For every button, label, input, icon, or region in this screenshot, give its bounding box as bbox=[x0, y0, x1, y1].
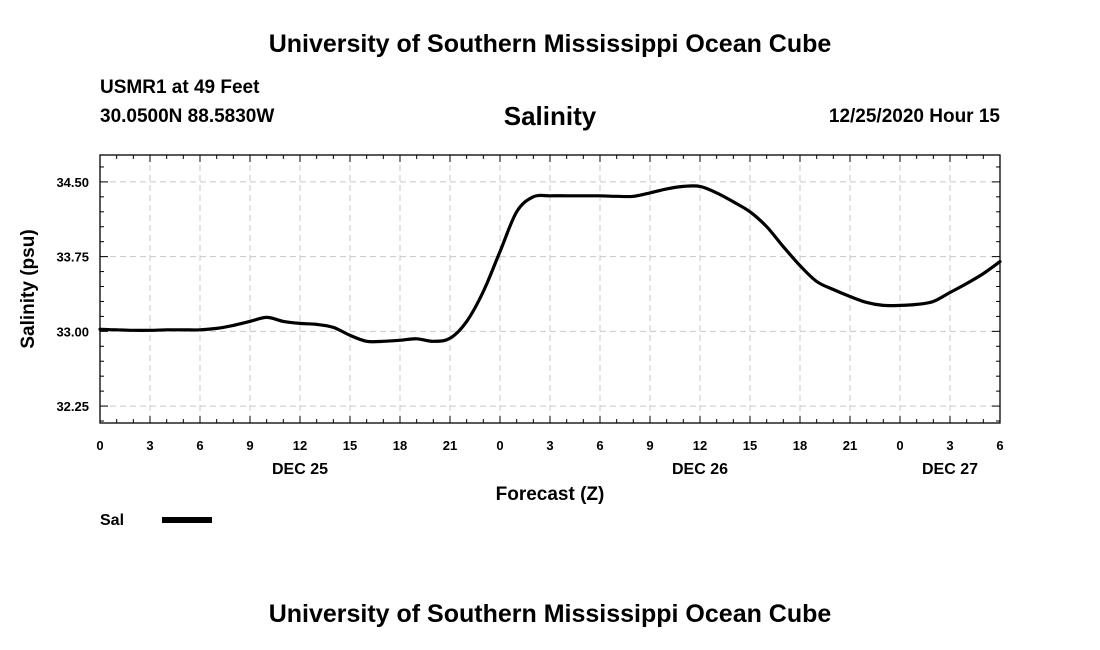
chart-tick-labels: 0 3 6 9 12 15 18 21 0 3 6 9 12 15 18 21 0 3 6 DEC 25 DEC 26 D… bbox=[56, 175, 1003, 478]
x-tick-label: 0 bbox=[96, 438, 103, 453]
day-label: DEC 27 bbox=[922, 461, 978, 478]
legend-label: Sal bbox=[100, 512, 124, 529]
x-tick-label: 21 bbox=[443, 438, 457, 453]
x-tick-label: 12 bbox=[693, 438, 707, 453]
x-tick-label: 15 bbox=[343, 438, 357, 453]
y-tick-label: 34.50 bbox=[56, 175, 89, 190]
x-tick-label: 6 bbox=[996, 438, 1003, 453]
chart-grid bbox=[100, 155, 1000, 423]
x-tick-label: 6 bbox=[596, 438, 603, 453]
x-tick-label: 3 bbox=[946, 438, 953, 453]
x-tick-label: 21 bbox=[843, 438, 857, 453]
y-tick-label: 32.25 bbox=[56, 399, 89, 414]
plot-frame bbox=[99, 154, 1001, 424]
datetime-label: 12/25/2020 Hour 15 bbox=[828, 106, 1000, 127]
series-line-sal bbox=[98, 184, 1002, 344]
x-tick-label: 15 bbox=[743, 438, 757, 453]
y-tick-label: 33.75 bbox=[56, 250, 89, 265]
x-tick-label: 9 bbox=[646, 438, 653, 453]
x-axis-label: Forecast (Z) bbox=[496, 484, 605, 505]
x-tick-label: 12 bbox=[293, 438, 307, 453]
station-label: USMR1 at 49 Feet bbox=[100, 77, 260, 98]
x-tick-label: 6 bbox=[196, 438, 203, 453]
footer-title: University of Southern Mississippi Ocean… bbox=[268, 600, 832, 628]
day-label: DEC 26 bbox=[672, 461, 728, 478]
day-label: DEC 25 bbox=[272, 461, 328, 478]
x-tick-label: 0 bbox=[896, 438, 903, 453]
y-tick-label: 33.00 bbox=[56, 324, 89, 339]
x-tick-label: 3 bbox=[546, 438, 553, 453]
x-tick-label: 18 bbox=[793, 438, 807, 453]
chart-subtitle: Salinity bbox=[503, 101, 597, 131]
x-tick-label: 3 bbox=[146, 438, 153, 453]
y-axis-label: Salinity (psu) bbox=[18, 229, 39, 348]
x-tick-label: 9 bbox=[246, 438, 253, 453]
x-tick-label: 18 bbox=[393, 438, 407, 453]
chart-ticks bbox=[99, 155, 1001, 423]
x-tick-label: 0 bbox=[496, 438, 503, 453]
chart-title-main: University of Southern Mississippi Ocean… bbox=[268, 30, 832, 58]
location-label: 30.0500N 88.5830W bbox=[100, 106, 275, 127]
